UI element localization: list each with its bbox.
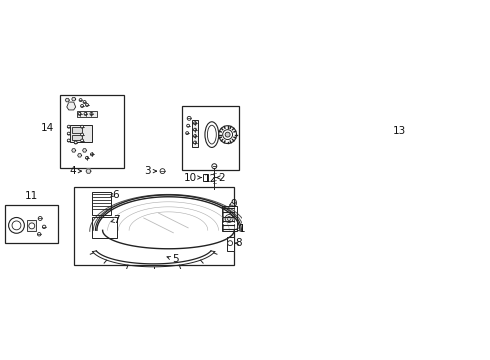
Bar: [192, 120, 198, 147]
Circle shape: [227, 216, 231, 220]
Circle shape: [225, 215, 233, 222]
Circle shape: [194, 128, 196, 131]
Text: 12: 12: [204, 174, 218, 184]
Text: 9: 9: [230, 199, 237, 209]
Circle shape: [84, 112, 87, 115]
Circle shape: [160, 168, 165, 174]
Polygon shape: [72, 98, 75, 101]
Bar: [203, 174, 208, 181]
Circle shape: [78, 154, 81, 156]
Bar: [72, 135, 82, 140]
Circle shape: [350, 124, 354, 128]
Bar: [182, 106, 240, 170]
Circle shape: [86, 156, 89, 159]
Circle shape: [84, 149, 86, 152]
Circle shape: [81, 125, 84, 128]
Polygon shape: [67, 102, 75, 110]
Circle shape: [194, 122, 196, 125]
Bar: [77, 111, 97, 117]
Bar: [4, 205, 58, 243]
Text: 11: 11: [24, 191, 38, 201]
Bar: [70, 125, 92, 142]
Circle shape: [81, 133, 84, 136]
Ellipse shape: [364, 115, 375, 136]
Text: 8: 8: [235, 238, 242, 248]
Bar: [221, 206, 237, 231]
Circle shape: [186, 132, 189, 135]
Circle shape: [212, 164, 217, 168]
Polygon shape: [77, 154, 82, 157]
Circle shape: [81, 104, 84, 108]
Circle shape: [9, 217, 24, 233]
Circle shape: [87, 170, 90, 172]
Bar: [72, 127, 82, 132]
Circle shape: [187, 116, 191, 120]
Circle shape: [90, 112, 93, 115]
Circle shape: [187, 124, 190, 127]
Bar: [27, 220, 36, 231]
Bar: [326, 97, 392, 165]
Circle shape: [194, 141, 196, 144]
Circle shape: [67, 132, 70, 135]
Circle shape: [78, 112, 81, 115]
Circle shape: [91, 153, 94, 156]
Circle shape: [66, 99, 68, 101]
Circle shape: [81, 139, 84, 142]
Circle shape: [79, 99, 82, 102]
Ellipse shape: [205, 122, 219, 148]
Circle shape: [38, 216, 42, 220]
Bar: [227, 237, 234, 251]
Circle shape: [12, 221, 21, 230]
Polygon shape: [86, 169, 91, 173]
Polygon shape: [83, 149, 87, 152]
Circle shape: [219, 126, 237, 144]
Circle shape: [86, 104, 89, 107]
Circle shape: [74, 141, 77, 144]
Ellipse shape: [366, 118, 373, 133]
Polygon shape: [65, 98, 69, 102]
Text: 14: 14: [41, 123, 54, 133]
Text: 13: 13: [393, 126, 406, 136]
Circle shape: [37, 233, 41, 236]
Circle shape: [194, 135, 196, 138]
Text: 6: 6: [113, 190, 119, 200]
Circle shape: [342, 123, 347, 128]
Circle shape: [29, 223, 35, 229]
Ellipse shape: [207, 125, 216, 144]
Text: 10: 10: [184, 172, 197, 183]
Circle shape: [332, 109, 336, 113]
Circle shape: [228, 241, 233, 246]
Polygon shape: [72, 149, 75, 152]
Circle shape: [42, 225, 46, 229]
Bar: [60, 95, 124, 168]
Circle shape: [225, 132, 230, 137]
Bar: [377, 115, 387, 136]
Circle shape: [222, 130, 233, 140]
Text: 7: 7: [113, 215, 119, 225]
Bar: [74, 188, 234, 265]
Ellipse shape: [378, 117, 386, 135]
Bar: [92, 192, 111, 215]
Bar: [92, 217, 117, 238]
Text: 1: 1: [239, 224, 245, 234]
Circle shape: [73, 98, 74, 100]
Circle shape: [83, 100, 86, 104]
Text: 2: 2: [218, 172, 224, 183]
Text: 3: 3: [145, 166, 151, 176]
Bar: [340, 118, 349, 133]
Circle shape: [67, 139, 70, 142]
Circle shape: [67, 125, 70, 128]
Ellipse shape: [380, 120, 384, 132]
Text: 5: 5: [172, 254, 179, 264]
Circle shape: [73, 149, 74, 152]
Text: 4: 4: [69, 166, 75, 176]
